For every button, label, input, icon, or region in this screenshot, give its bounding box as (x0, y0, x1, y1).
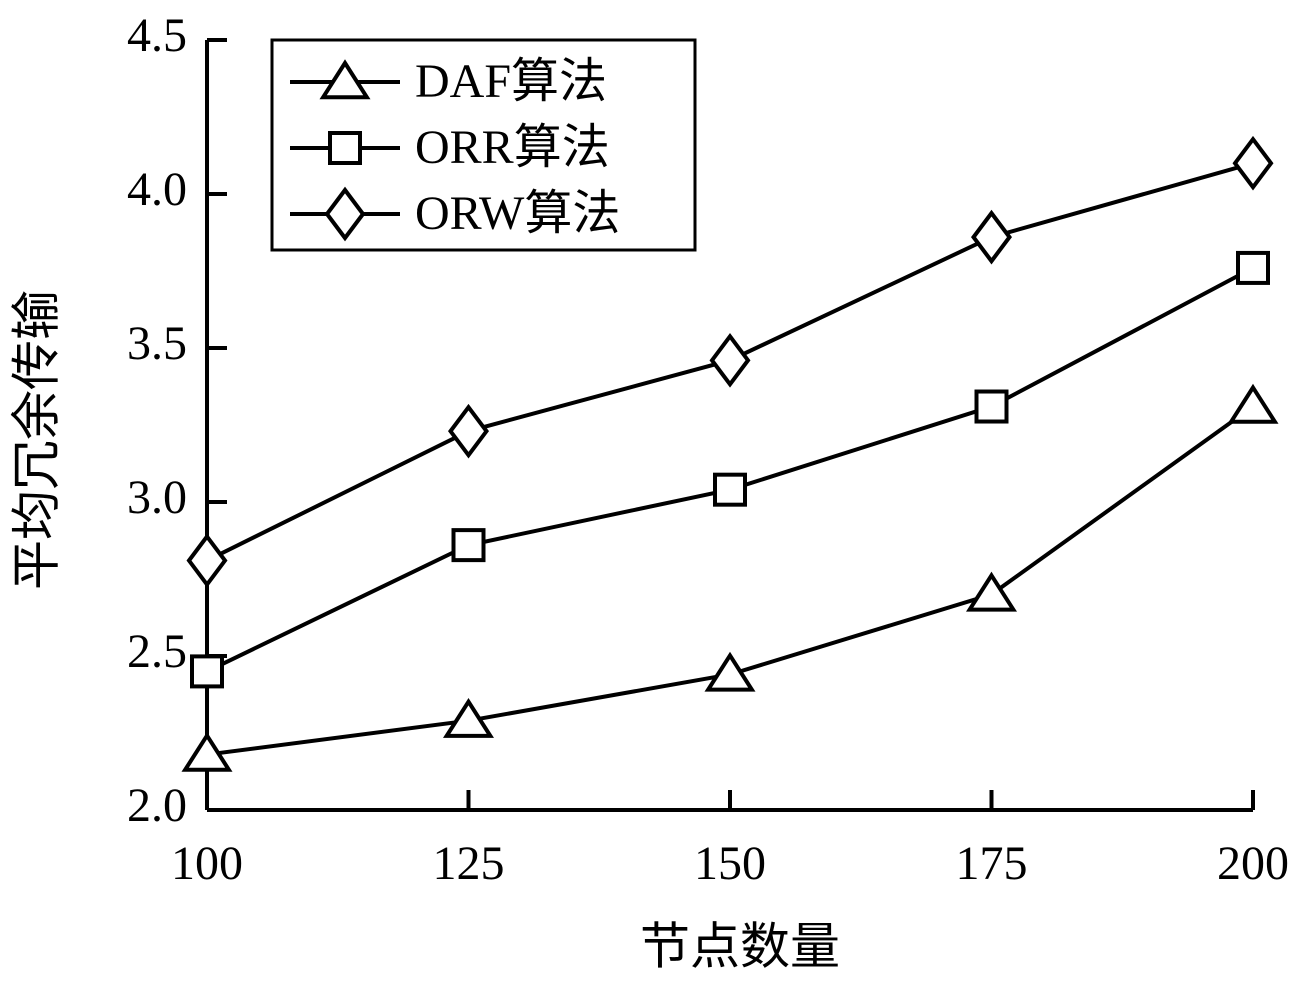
x-tick-label: 125 (433, 837, 505, 890)
marker (190, 654, 224, 689)
x-axis-label: 节点数量 (640, 918, 840, 974)
marker (1232, 135, 1274, 191)
y-tick-label: 3.0 (127, 471, 187, 524)
x-tick-label: 100 (171, 837, 243, 890)
marker (704, 651, 756, 692)
legend-label: ORW算法 (415, 187, 620, 240)
series-line (206, 404, 1255, 757)
legend: DAF算法 ORR算法 ORW算法 (270, 38, 697, 252)
marker (974, 389, 1009, 424)
marker (1236, 250, 1270, 285)
marker (713, 472, 747, 507)
x-tick-label: 200 (1217, 837, 1289, 890)
y-tick-label: 3.5 (127, 317, 187, 370)
x-tick-label: 175 (956, 837, 1028, 890)
y-tick-label: 4.5 (127, 9, 187, 62)
series-line (206, 266, 1254, 674)
marker (448, 403, 489, 459)
marker (442, 697, 495, 738)
marker (1227, 383, 1279, 424)
marker (451, 528, 486, 563)
marker (186, 533, 228, 588)
marker (181, 731, 233, 772)
marker (709, 332, 751, 388)
legend-label: ORR算法 (415, 121, 610, 174)
legend-marker (324, 186, 366, 242)
y-tick-label: 2.0 (127, 779, 187, 832)
y-axis-label: 平均冗余传输 (8, 290, 64, 590)
marker (971, 209, 1012, 265)
legend-label: DAF算法 (415, 55, 607, 108)
x-tick-label: 150 (694, 837, 766, 890)
marker (965, 571, 1018, 612)
legend-marker (328, 131, 362, 165)
legend-marker (319, 59, 371, 100)
y-tick-label: 4.0 (127, 163, 187, 216)
y-tick-label: 2.5 (127, 625, 187, 678)
